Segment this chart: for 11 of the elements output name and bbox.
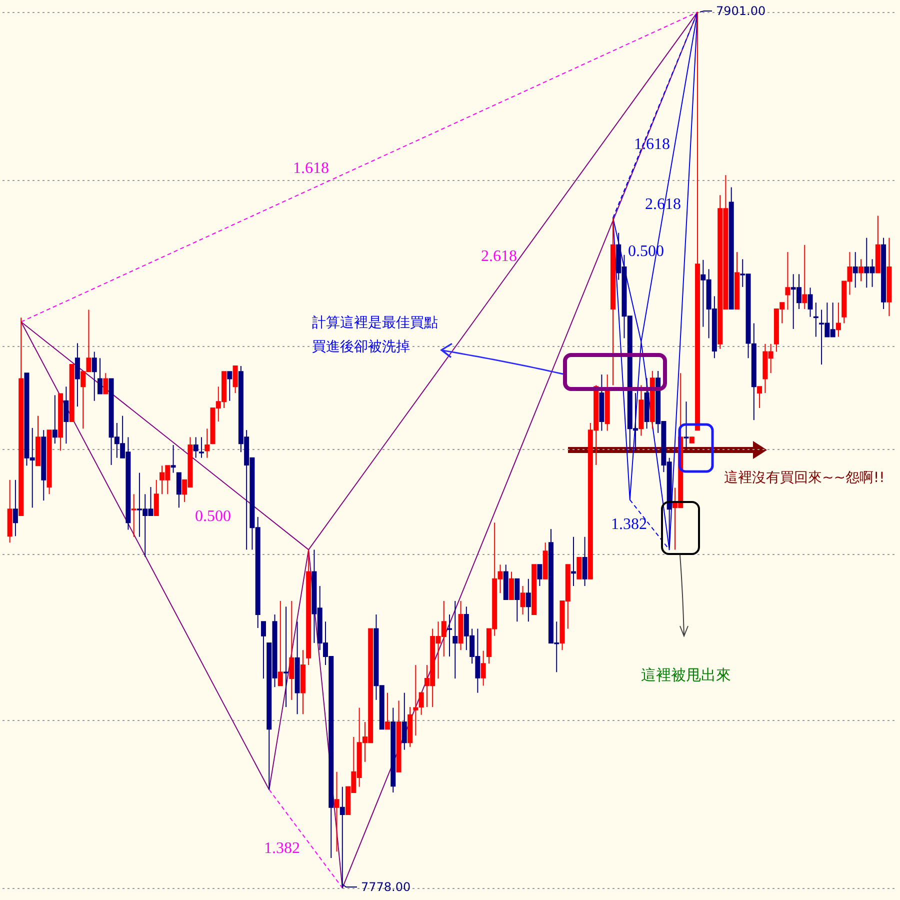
annotation: 7901.00 [716,4,766,18]
annotation: 7778.00 [361,880,411,894]
annotation: 1.618 [293,160,329,177]
annotation: 計算這裡是最佳買點 [312,315,438,331]
annotation: 0.500 [195,508,231,525]
annotation: 1.382 [264,840,300,857]
annotation: 這裡沒有買回來~~怨啊!! [724,470,885,486]
annotation: 2.618 [481,248,517,265]
annotation: 1.382 [611,516,647,533]
annotation: 這裡被甩出來 [641,666,731,684]
annotation: 買進後卻被洗掉 [312,339,410,355]
